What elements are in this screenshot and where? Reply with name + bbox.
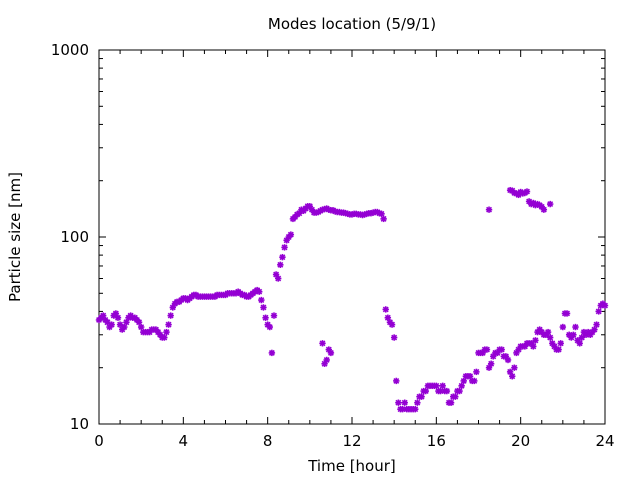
x-tick-label: 0: [94, 432, 104, 450]
data-point: [504, 356, 512, 364]
data-point: [116, 321, 124, 328]
data-point: [511, 364, 518, 371]
data-point: [275, 275, 282, 282]
data-point: [418, 393, 425, 400]
y-tick-label: 1000: [51, 41, 89, 59]
data-point: [570, 331, 577, 338]
data-point: [532, 337, 539, 344]
data-point: [593, 321, 600, 328]
data-point: [447, 399, 455, 406]
data-point: [540, 206, 548, 213]
data-point: [287, 231, 295, 238]
data-point: [161, 334, 168, 341]
data-point: [487, 360, 495, 367]
data-point: [452, 393, 459, 400]
data-point: [412, 405, 419, 413]
data-point: [327, 349, 335, 357]
data-point: [559, 323, 567, 331]
y-tick-label: 10: [70, 415, 89, 433]
x-tick-label: 12: [342, 432, 361, 450]
data-point: [458, 382, 465, 390]
data-point: [260, 304, 267, 311]
data-points: [95, 186, 609, 413]
x-axis-label: Time [hour]: [307, 457, 396, 475]
data-point: [572, 323, 579, 331]
data-point: [390, 334, 398, 341]
x-tick-label: 24: [595, 432, 614, 450]
data-point: [546, 200, 554, 208]
data-point: [557, 340, 564, 347]
data-point: [595, 308, 602, 315]
data-point: [256, 288, 263, 295]
data-point: [163, 328, 170, 336]
data-point: [439, 382, 446, 390]
data-point: [281, 244, 288, 251]
data-point: [388, 321, 396, 328]
data-point: [485, 206, 493, 213]
data-point: [555, 346, 562, 353]
y-tick-label: 100: [60, 228, 89, 246]
data-point: [165, 321, 172, 328]
data-point: [433, 382, 440, 390]
data-point: [401, 399, 408, 406]
data-point: [319, 340, 326, 347]
data-point: [378, 210, 385, 218]
data-point: [544, 328, 552, 336]
x-axis-ticks: 0 4 8 12 16 20 24: [94, 50, 615, 450]
data-point: [380, 215, 387, 223]
y-axis-ticks: 10 100 1000: [51, 41, 605, 433]
data-point: [108, 321, 115, 328]
data-point: [262, 314, 269, 321]
data-point: [563, 310, 571, 317]
data-point: [509, 373, 516, 380]
data-point: [498, 346, 505, 353]
data-point: [578, 334, 586, 341]
x-tick-label: 4: [179, 432, 189, 450]
data-point: [576, 340, 583, 347]
data-point: [277, 261, 284, 269]
data-point: [270, 312, 278, 319]
x-tick-label: 20: [511, 432, 530, 450]
data-point: [456, 387, 463, 395]
data-point: [395, 399, 402, 406]
data-point: [473, 368, 480, 376]
data-point: [422, 387, 429, 395]
data-point: [393, 377, 400, 385]
data-point: [443, 387, 451, 395]
data-point: [279, 253, 286, 261]
data-point: [530, 343, 537, 350]
data-point: [167, 312, 174, 319]
data-point: [137, 323, 145, 331]
chart-title: Modes location (5/9/1): [268, 15, 436, 33]
x-tick-label: 16: [427, 432, 446, 450]
data-point: [523, 188, 531, 195]
data-point: [414, 399, 421, 406]
x-tick-label: 8: [263, 432, 273, 450]
data-point: [546, 334, 554, 341]
plot-frame: [98, 49, 606, 425]
data-point: [268, 349, 276, 357]
data-point: [471, 377, 478, 385]
data-point: [601, 302, 609, 309]
data-point: [258, 296, 265, 304]
data-point: [114, 314, 122, 321]
data-point: [266, 323, 273, 331]
y-axis-label: Particle size [nm]: [6, 172, 24, 302]
data-point: [323, 356, 330, 364]
data-point: [591, 326, 598, 333]
data-point: [483, 346, 491, 353]
data-point: [382, 306, 389, 313]
